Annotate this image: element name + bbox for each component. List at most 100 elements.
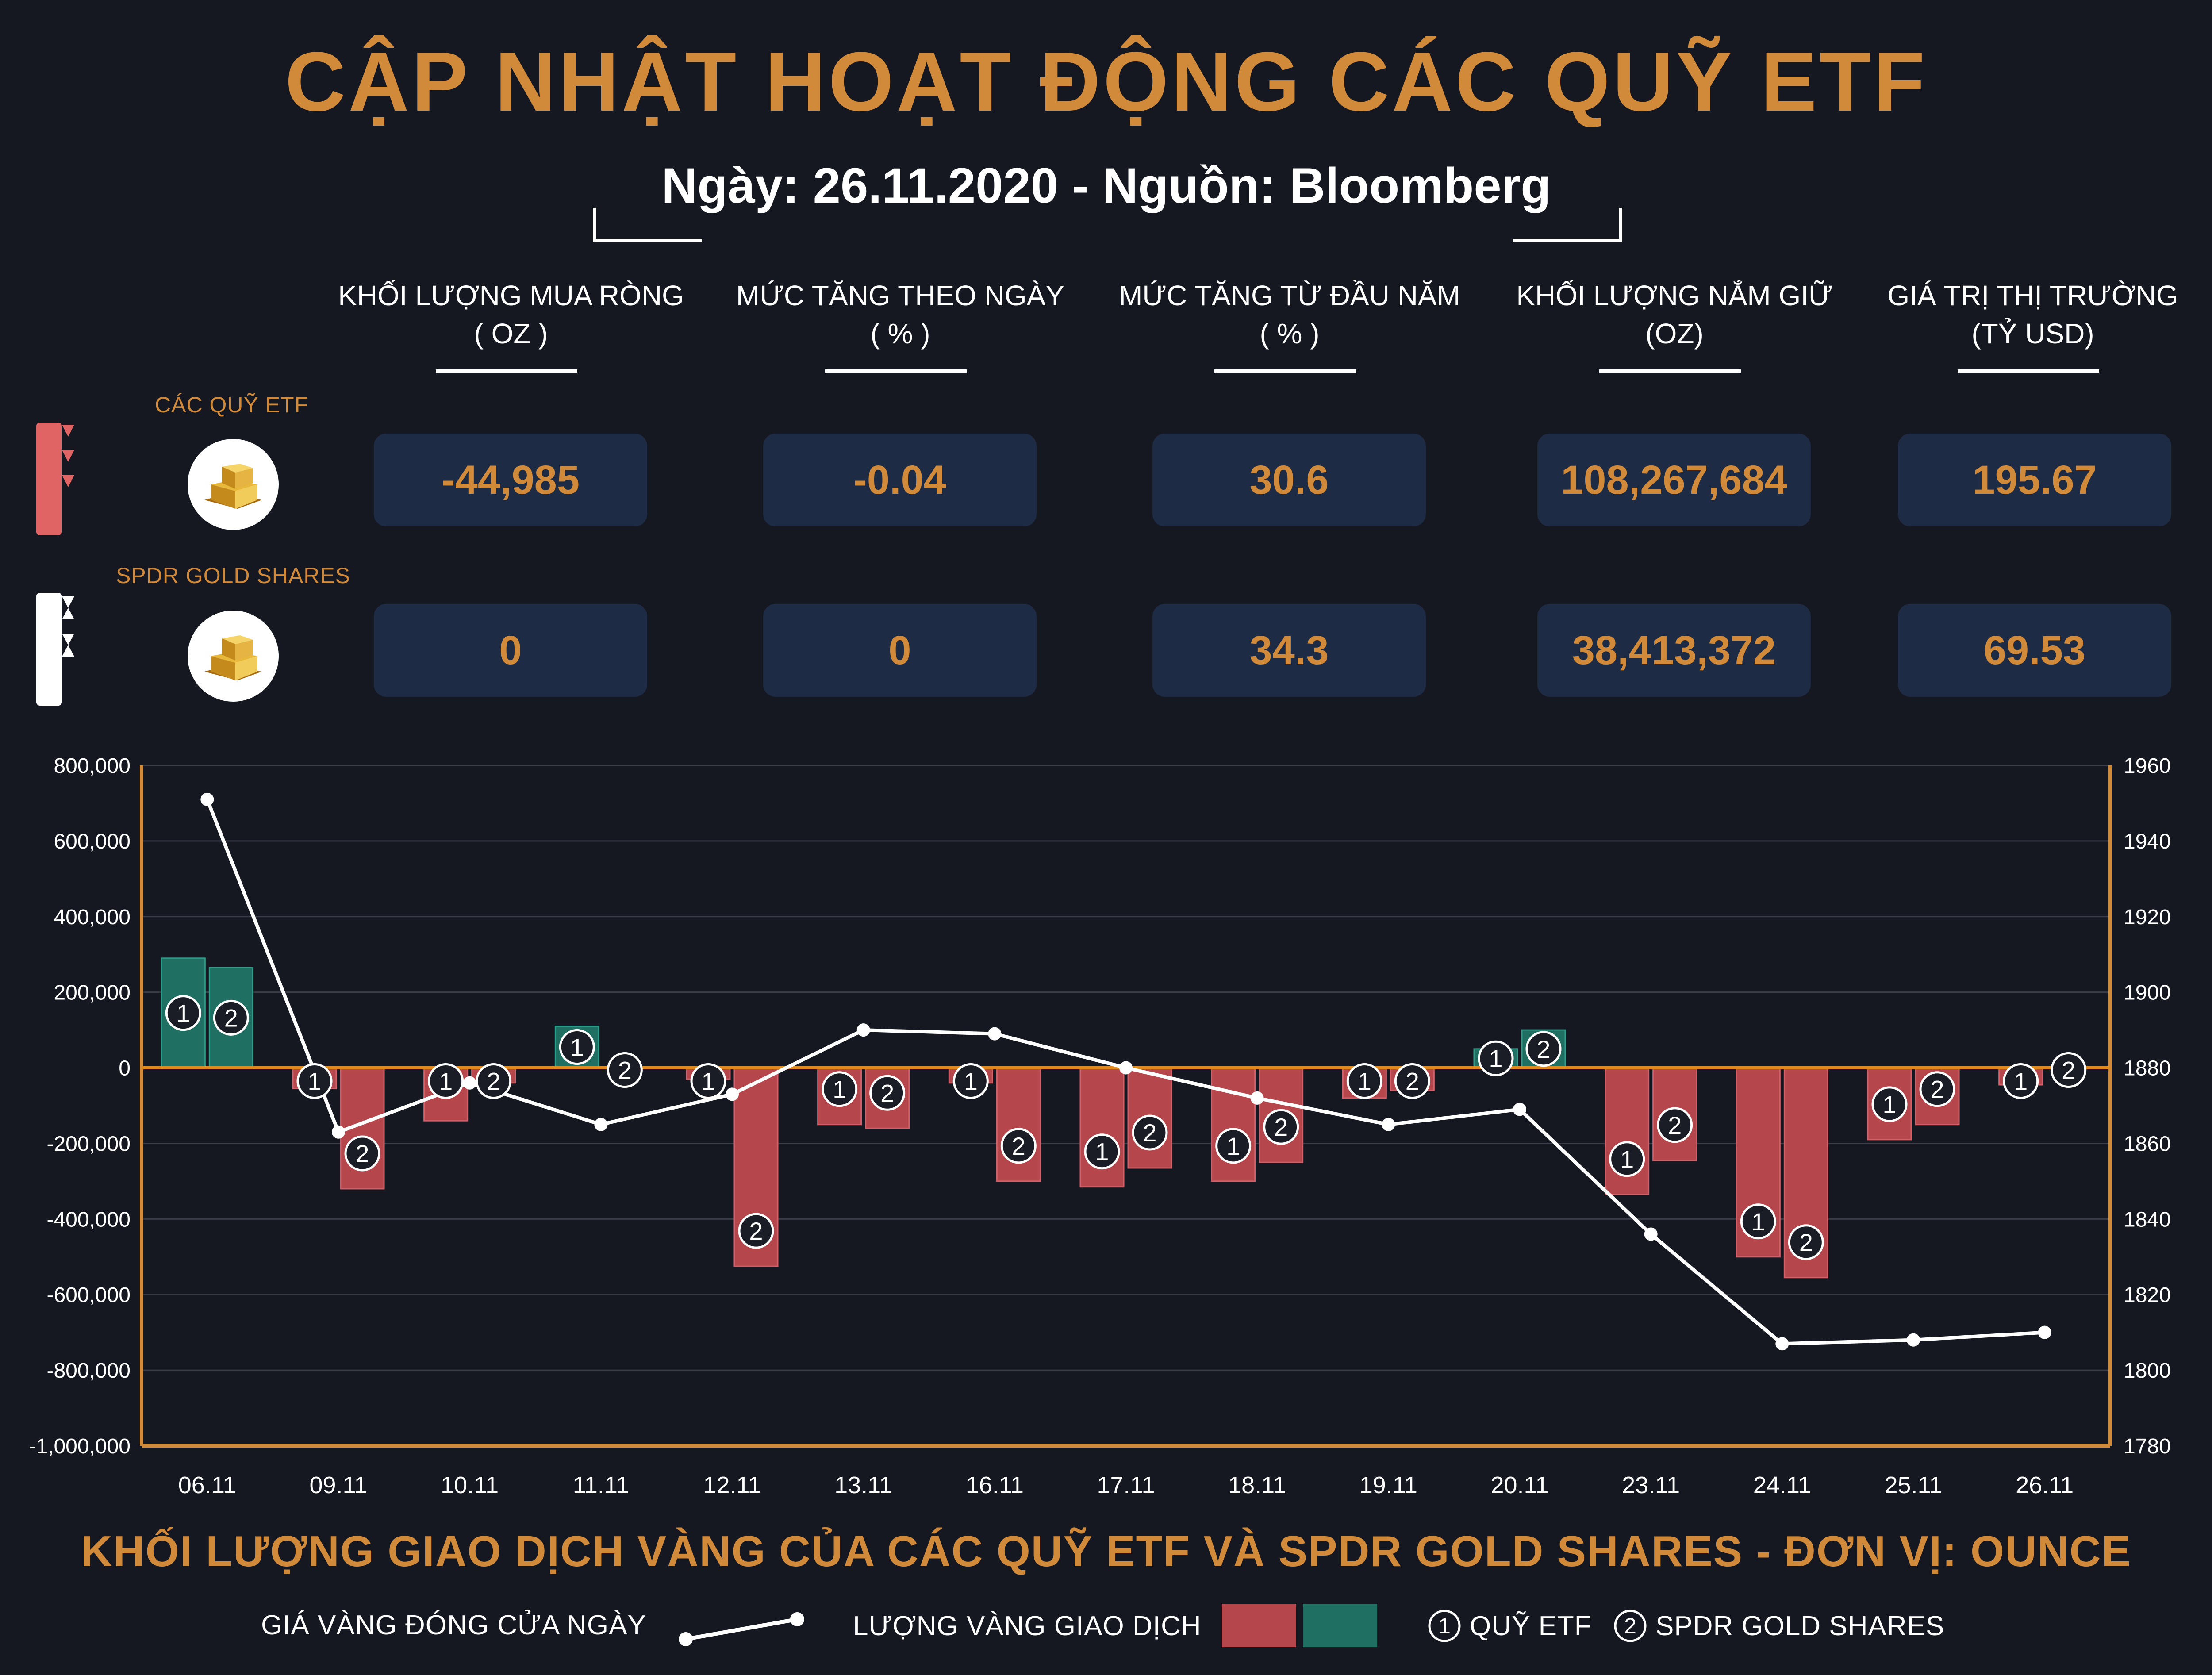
series-marker-label: 2 [355,1140,369,1168]
y-right-tick-label: 1820 [2124,1283,2171,1307]
spdr-daily-change-value: 0 [763,604,1037,697]
x-tick-label: 23.11 [1622,1472,1680,1498]
etf-volume-chart: 800,000 600,000 400,000 200,000 0 -200,000 -40… [29,754,2171,1498]
series-marker-label: 2 [2062,1056,2075,1084]
x-tick-label: 18.11 [1228,1472,1286,1498]
col-header-line1: MỨC TĂNG TỪ ĐẦU NĂM [1119,280,1460,311]
svg-text:1: 1 [1438,1614,1451,1638]
series-marker-label: 1 [1226,1132,1240,1160]
series-marker [1919,1071,1955,1107]
y-right-tick-label: 1860 [2124,1132,2171,1156]
row-label-etf: CÁC QUỸ ETF [155,392,309,417]
y-left-tick-label: -400,000 [47,1208,131,1231]
spdr-market-value: 69.53 [1898,604,2171,697]
series-marker-label: 1 [1751,1208,1765,1236]
col-header-line1: GIÁ TRỊ THỊ TRƯỜNG [1887,280,2178,311]
series-marker [822,1071,858,1107]
col-header-line2: ( % ) [870,318,930,350]
series-marker-label: 2 [1406,1068,1419,1095]
series-marker-label: 2 [1668,1111,1682,1139]
price-point [988,1027,1002,1041]
etf-market-value: 195.67 [1898,434,2171,526]
y-right-tick-label: 1920 [2124,906,2171,929]
series-marker [559,1029,595,1065]
y-right-tick-label: 1840 [2124,1208,2171,1231]
price-point [594,1118,608,1131]
series-marker [952,1063,989,1099]
series-marker [476,1063,512,1099]
subtitle-bracket-right [1513,208,1622,242]
gold-bar-icon [188,439,279,530]
series-marker-label: 2 [1012,1132,1025,1160]
series-marker [1525,1031,1562,1067]
y-right-tick-label: 1780 [2124,1435,2171,1458]
subtitle-bracket-left [593,208,702,242]
series-marker [690,1063,726,1099]
etf-daily-change-value: -0.04 [763,434,1037,526]
series-marker [2051,1052,2087,1088]
col-header-line2: (OZ) [1645,318,1704,350]
y-left-tick-label: 0 [119,1057,131,1080]
price-point [1250,1091,1264,1105]
col-underline [1599,369,1741,373]
series-marker [1657,1107,1693,1143]
col-header-ytd-change: MỨC TĂNG TỪ ĐẦU NĂM ( % ) [1091,277,1489,353]
series-marker-label: 2 [1536,1035,1550,1063]
series-marker-label: 1 [439,1068,453,1095]
col-underline [825,369,967,373]
y-left-tick-label: -1,000,000 [29,1435,131,1458]
y-left-tick-label: 400,000 [54,906,131,929]
x-tick-label: 19.11 [1359,1472,1417,1498]
col-header-daily-change: MỨC TĂNG THEO NGÀY ( % ) [701,277,1099,353]
price-point [2038,1325,2051,1339]
series-marker-label: 2 [749,1217,763,1245]
spdr-holdings-value: 38,413,372 [1537,604,1811,697]
series-marker [344,1135,380,1172]
gold-bar-icon [188,611,279,702]
series-marker [1215,1128,1252,1164]
series-marker [296,1063,333,1099]
x-tick-label: 20.11 [1490,1472,1548,1498]
series-marker [1132,1114,1168,1151]
series-marker [1740,1203,1776,1240]
series-marker-label: 1 [177,999,190,1027]
col-header-market-value: GIÁ TRỊ THỊ TRƯỜNG (TỶ USD) [1834,277,2212,353]
etf-holdings-value: 108,267,684 [1537,434,1811,526]
price-point [1513,1103,1526,1116]
row-label-spdr: SPDR GOLD SHARES [116,563,351,588]
legend-marker-2-label: SPDR GOLD SHARES [1655,1611,1945,1641]
series-marker-label: 2 [1930,1076,1944,1103]
bar [996,1067,1041,1182]
series-marker-label: 1 [1489,1045,1502,1072]
y-right-tick-label: 1900 [2124,981,2171,1005]
legend-volume-swatch-positive [1303,1604,1377,1647]
y-right-tick-label: 1880 [2124,1057,2171,1080]
series-marker-label: 1 [1358,1068,1371,1095]
series-marker-label: 1 [1620,1145,1634,1173]
x-tick-label: 13.11 [834,1472,892,1498]
col-header-line1: KHỐI LƯỢNG MUA RÒNG [338,280,684,311]
price-point [1644,1227,1658,1241]
series-marker [738,1213,774,1249]
spdr-net-buy-value: 0 [374,604,647,697]
price-point [726,1087,739,1101]
legend-price-line-icon [677,1606,810,1657]
legend-price-label: GIÁ VÀNG ĐÓNG CỬA NGÀY [261,1610,646,1640]
y-left-tick-label: -200,000 [47,1132,131,1156]
y-left-tick-label: -800,000 [47,1359,131,1383]
series-marker [165,995,201,1031]
price-point [1775,1337,1789,1351]
col-header-line1: KHỐI LƯỢNG NẮM GIỮ [1516,280,1833,311]
x-tick-label: 25.11 [1884,1472,1942,1498]
etf-net-buy-value: -44,985 [374,434,647,526]
spdr-brand-icon [36,593,76,708]
series-marker-label: 1 [1882,1091,1896,1118]
col-underline [436,369,577,373]
series-marker [1394,1063,1430,1099]
legend-marker-1-label: QUỸ ETF [1470,1611,1592,1641]
series-marker [213,999,249,1036]
y-right-tick-label: 1960 [2124,754,2171,778]
col-underline [1214,369,1356,373]
x-tick-label: 10.11 [441,1472,499,1498]
series-marker-label: 2 [1143,1119,1156,1147]
